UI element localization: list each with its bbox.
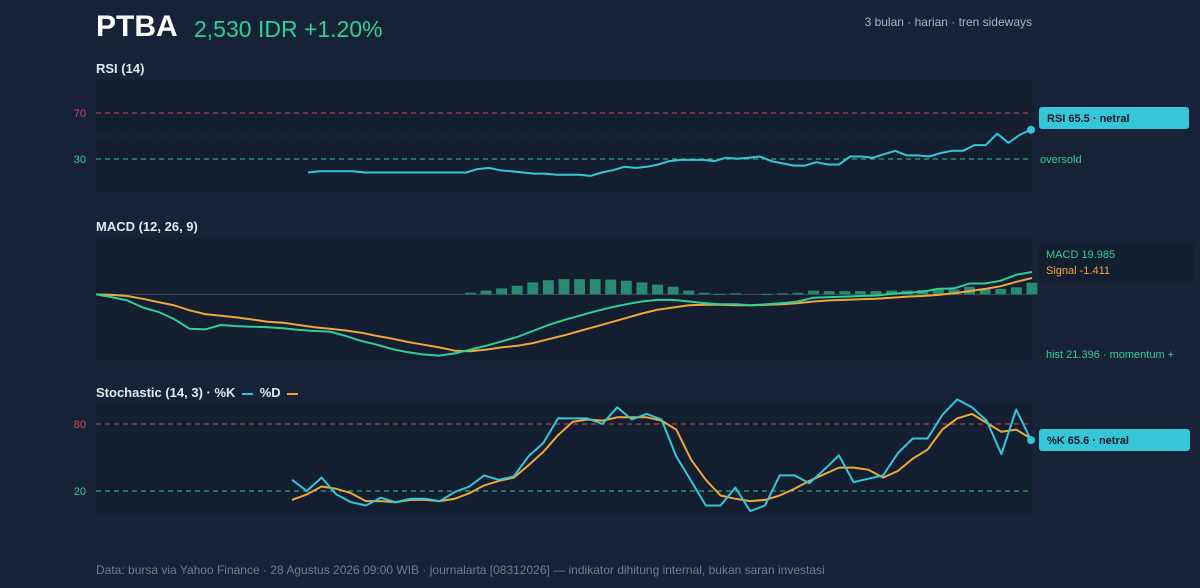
macd-series-group [95, 271, 1033, 357]
k-swatch [242, 392, 254, 395]
macd-hist-bar [683, 290, 695, 295]
macd-hist-bar [511, 285, 523, 295]
rsi-last-point [1027, 125, 1035, 134]
rsi-oversold-annotation: oversold [1040, 154, 1082, 166]
rsi-panel: 70 30 oversold RSI 65.5 · netral [74, 79, 1189, 193]
macd-hist-bar [995, 288, 1007, 295]
rsi-line [307, 128, 1032, 177]
macd-hist-bar [589, 279, 601, 295]
stoch-tick-80: 80 [74, 419, 86, 431]
macd-hist-bar [652, 284, 663, 295]
macd-hist-bar [714, 293, 726, 295]
stoch-title-text: Stochastic (14, 3) · %K [96, 385, 236, 400]
d-swatch [287, 392, 299, 395]
macd-panel-title: MACD (12, 26, 9) [96, 219, 198, 234]
macd-hist-bar [636, 282, 648, 295]
macd-hist-bar [730, 293, 741, 295]
stoch-tick-20: 20 [74, 486, 86, 498]
macd-hist-bar [886, 290, 897, 295]
ticker-symbol: PTBA [96, 10, 178, 43]
macd-hist-bar [496, 288, 507, 295]
macd-hist-bar [839, 291, 851, 295]
macd-hist-bar [574, 279, 585, 295]
macd-hist-bar [854, 291, 866, 295]
macd-hist-bar [527, 282, 539, 295]
stoch-series-group [291, 398, 1035, 513]
price-change: 2,530 IDR +1.20% [194, 16, 383, 42]
stoch-value-badge [1039, 429, 1190, 451]
stoch-badge-label: %K 65.6 · netral [1047, 435, 1129, 447]
period-label: 3 bulan · harian · tren sideways [864, 15, 1032, 29]
macd-hist-note: hist 21.396 · momentum + [1046, 349, 1174, 361]
macd-hist-bar [870, 291, 882, 295]
macd-hist-bar [542, 280, 554, 295]
stoch-k-last-point [1027, 436, 1035, 445]
macd-hist-bar [667, 286, 679, 295]
rsi-tick-30: 30 [74, 154, 86, 166]
footer-note: Data: bursa via Yahoo Finance · 28 Agust… [96, 563, 825, 577]
macd-hist-bar [948, 289, 960, 295]
macd-hist-bar [480, 290, 492, 295]
macd-line [95, 271, 1033, 357]
rsi-series-group [307, 125, 1035, 177]
macd-legend-value: MACD 19.985 [1046, 249, 1115, 261]
signal-line [95, 277, 1033, 353]
rsi-panel-title: RSI (14) [96, 61, 145, 76]
macd-hist-bar [558, 279, 570, 295]
macd-hist-bar [464, 292, 476, 295]
macd-hist-bar [979, 288, 991, 295]
macd-hist-bar [698, 292, 710, 295]
stoch-plot-area [96, 402, 1032, 514]
stoch-panel-title: Stochastic (14, 3) · %K %D [96, 385, 301, 400]
macd-hist-bar [761, 293, 773, 295]
rsi-badge-label: RSI 65.5 · netral [1047, 113, 1130, 125]
macd-legend-box [1039, 243, 1195, 282]
macd-panel: MACD 19.985 Signal -1.411 hist 21.396 · … [95, 237, 1195, 361]
d-legend-label: %D [259, 385, 281, 400]
macd-hist-bar [792, 292, 804, 295]
signal-legend-value: Signal -1.411 [1046, 265, 1110, 277]
rsi-value-badge [1039, 107, 1189, 129]
macd-hist-bar [605, 279, 617, 295]
stoch-k-line [291, 398, 1032, 513]
macd-hist-bar [823, 291, 835, 295]
macd-hist-bar [932, 288, 944, 295]
stoch-panel: 80 20 %K 65.6 · netral [74, 398, 1190, 514]
macd-hist-bar [1010, 287, 1022, 295]
macd-hist-bar [1026, 282, 1038, 295]
rsi-tick-70: 70 [74, 108, 86, 120]
macd-hist-bar [620, 280, 632, 295]
macd-hist-bar [808, 290, 819, 295]
macd-hist-bar [776, 293, 788, 295]
